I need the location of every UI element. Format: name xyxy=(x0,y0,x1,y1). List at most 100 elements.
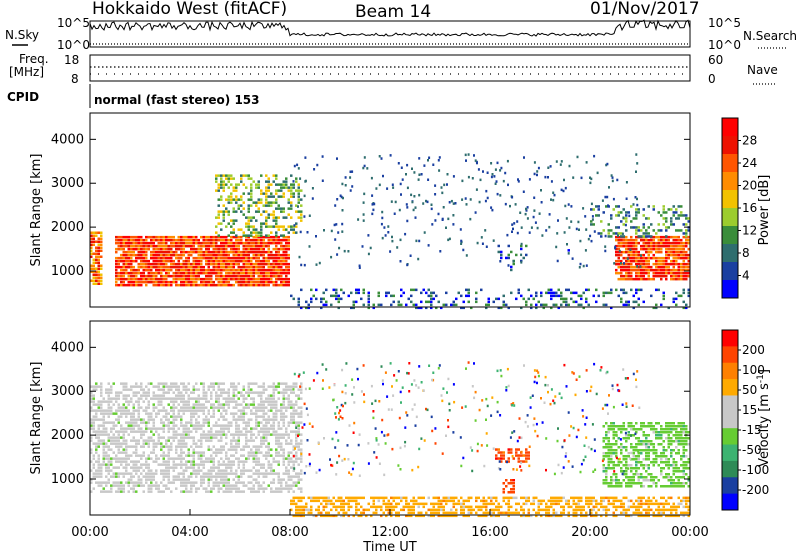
heatmap-cell xyxy=(125,284,128,287)
heatmap-cell xyxy=(165,263,168,266)
heatmap-cell xyxy=(280,433,283,436)
heatmap-cell xyxy=(145,406,148,409)
heatmap-cell xyxy=(155,454,158,457)
heatmap-cell xyxy=(392,186,394,189)
heatmap-cell xyxy=(665,217,668,220)
heatmap-cell xyxy=(680,275,683,278)
heatmap-cell xyxy=(265,436,268,439)
heatmap-cell xyxy=(215,391,218,394)
heatmap-cell xyxy=(143,260,146,263)
heatmap-cell xyxy=(135,484,138,487)
heatmap-cell xyxy=(423,289,426,292)
heatmap-cell xyxy=(263,409,266,412)
heatmap-cell xyxy=(258,385,261,388)
heatmap-cell xyxy=(613,437,616,440)
heatmap-cell xyxy=(215,394,218,397)
heatmap-cell xyxy=(548,289,551,292)
heatmap-cell xyxy=(648,235,651,238)
heatmap-cell xyxy=(175,478,178,481)
heatmap-cell xyxy=(280,445,283,448)
heatmap-cell xyxy=(153,272,156,275)
heatmap-cell xyxy=(593,295,596,298)
heatmap-cell xyxy=(260,463,263,466)
heatmap-cell xyxy=(213,245,216,248)
heatmap-cell xyxy=(413,289,416,292)
heatmap-cell xyxy=(173,400,176,403)
heatmap-cell xyxy=(616,179,618,182)
heatmap-cell xyxy=(138,284,141,287)
heatmap-cell xyxy=(175,397,178,400)
heatmap-cell xyxy=(188,430,191,433)
heatmap-cell xyxy=(658,239,661,242)
heatmap-cell xyxy=(103,400,106,403)
heatmap-cell xyxy=(98,424,101,427)
heatmap-cell xyxy=(455,202,457,205)
heatmap-cell xyxy=(625,242,628,245)
heatmap-cell xyxy=(120,248,123,251)
heatmap-cell xyxy=(293,385,296,388)
heatmap-cell xyxy=(210,281,213,284)
heatmap-cell xyxy=(168,472,171,475)
heatmap-cell xyxy=(203,391,206,394)
heatmap-cell xyxy=(185,478,188,481)
heatmap-cell xyxy=(188,481,191,484)
heatmap-cell xyxy=(508,482,511,485)
heatmap-cell xyxy=(220,245,223,248)
heatmap-cell xyxy=(165,472,168,475)
heatmap-cell xyxy=(628,266,631,269)
heatmap-cell xyxy=(235,475,238,478)
heatmap-cell xyxy=(225,466,228,469)
heatmap-cell xyxy=(640,229,643,232)
heatmap-cell xyxy=(220,186,223,189)
heatmap-cell xyxy=(258,210,261,213)
heatmap-cell xyxy=(208,448,211,451)
heatmap-cell xyxy=(268,466,271,469)
heatmap-cell xyxy=(105,481,108,484)
heatmap-cell xyxy=(258,260,261,263)
heatmap-cell xyxy=(220,251,223,254)
heatmap-cell xyxy=(243,213,246,216)
heatmap-cell xyxy=(673,275,676,278)
heatmap-cell xyxy=(213,284,216,287)
heatmap-cell xyxy=(245,272,248,275)
heatmap-cell xyxy=(125,263,128,266)
heatmap-cell xyxy=(168,251,171,254)
heatmap-cell xyxy=(225,472,228,475)
heatmap-cell xyxy=(125,236,128,239)
heatmap-cell xyxy=(210,478,213,481)
heatmap-cell xyxy=(278,436,281,439)
heatmap-cell xyxy=(168,385,171,388)
heatmap-cell xyxy=(475,292,478,295)
heatmap-cell xyxy=(355,289,358,292)
heatmap-cell xyxy=(310,298,313,301)
heatmap-cell xyxy=(243,201,246,204)
heatmap-cell xyxy=(280,225,283,228)
heatmap-cell xyxy=(240,272,243,275)
heatmap-cell xyxy=(238,269,241,272)
heatmap-cell xyxy=(138,400,141,403)
heatmap-cell xyxy=(258,254,261,257)
heatmap-cell xyxy=(218,254,221,257)
heatmap-cell xyxy=(655,304,658,307)
heatmap-cell xyxy=(487,197,489,200)
heatmap-cell xyxy=(245,403,248,406)
heatmap-cell xyxy=(213,266,216,269)
heatmap-cell xyxy=(265,457,268,460)
heatmap-cell xyxy=(158,248,161,251)
heatmap-cell xyxy=(625,260,628,263)
heatmap-cell xyxy=(668,269,671,272)
heatmap-cell xyxy=(626,181,628,184)
heatmap-cell xyxy=(630,422,633,425)
heatmap-cell xyxy=(645,434,648,437)
heatmap-cell xyxy=(185,442,188,445)
heatmap-cell xyxy=(158,400,161,403)
heatmap-cell xyxy=(625,467,628,470)
heatmap-cell xyxy=(155,239,158,242)
y-tick-label: 4000 xyxy=(51,132,84,147)
heatmap-cell xyxy=(163,385,166,388)
heatmap-cell xyxy=(510,451,513,454)
heatmap-cell xyxy=(150,436,153,439)
heatmap-cell xyxy=(663,223,666,226)
heatmap-cell xyxy=(240,257,243,260)
heatmap-cell xyxy=(173,260,176,263)
